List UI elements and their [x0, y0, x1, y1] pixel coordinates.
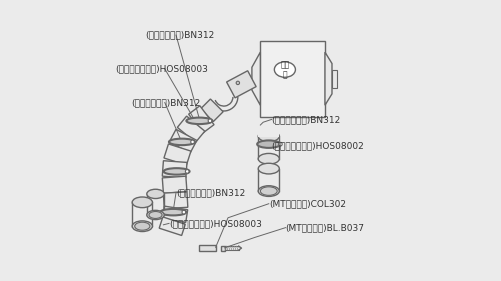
Ellipse shape	[261, 187, 277, 195]
Polygon shape	[188, 106, 214, 133]
Polygon shape	[163, 192, 188, 209]
Ellipse shape	[147, 210, 164, 220]
Text: (ホースバンド)BN312: (ホースバンド)BN312	[272, 115, 341, 124]
Ellipse shape	[258, 153, 279, 164]
Ellipse shape	[208, 119, 212, 123]
Ellipse shape	[182, 210, 186, 214]
Ellipse shape	[258, 163, 279, 174]
Ellipse shape	[236, 81, 239, 85]
Polygon shape	[162, 206, 188, 222]
Ellipse shape	[275, 62, 296, 77]
Polygon shape	[162, 161, 187, 178]
Ellipse shape	[147, 189, 164, 198]
Ellipse shape	[160, 209, 186, 216]
Polygon shape	[325, 52, 332, 105]
Ellipse shape	[191, 140, 194, 144]
Text: (ホースバンド)BN312: (ホースバンド)BN312	[145, 31, 214, 40]
Ellipse shape	[185, 170, 189, 173]
Ellipse shape	[149, 212, 162, 218]
Ellipse shape	[164, 168, 189, 175]
Polygon shape	[252, 52, 261, 105]
Polygon shape	[226, 71, 256, 98]
Ellipse shape	[258, 186, 279, 196]
Text: 柿本
改: 柿本 改	[280, 60, 290, 79]
Polygon shape	[159, 217, 185, 235]
Text: (シリコンホース)HOS08002: (シリコンホース)HOS08002	[272, 142, 364, 151]
Ellipse shape	[132, 221, 152, 232]
Bar	[258, 130, 279, 137]
Text: (MT用ボルト)BL.B037: (MT用ボルト)BL.B037	[286, 223, 365, 232]
Polygon shape	[200, 99, 223, 122]
Polygon shape	[169, 129, 197, 153]
Ellipse shape	[257, 140, 281, 148]
Text: (シリコンホース)HOS08003: (シリコンホース)HOS08003	[169, 219, 262, 228]
Text: (シリコンホース)HOS08003: (シリコンホース)HOS08003	[116, 64, 208, 73]
Bar	[221, 246, 224, 251]
Ellipse shape	[186, 117, 212, 124]
Polygon shape	[162, 176, 187, 193]
Polygon shape	[164, 144, 191, 165]
Ellipse shape	[279, 142, 282, 146]
Ellipse shape	[132, 197, 152, 208]
Bar	[332, 70, 337, 88]
Bar	[261, 41, 325, 117]
Ellipse shape	[258, 131, 279, 142]
Ellipse shape	[135, 222, 150, 230]
Ellipse shape	[169, 139, 195, 145]
Text: (MT用カラー)COL302: (MT用カラー)COL302	[269, 199, 346, 208]
Polygon shape	[177, 116, 205, 142]
Text: (ホースバンド)BN312: (ホースバンド)BN312	[176, 188, 245, 197]
Bar	[199, 245, 215, 251]
Text: (ホースバンド)BN312: (ホースバンド)BN312	[131, 98, 200, 107]
